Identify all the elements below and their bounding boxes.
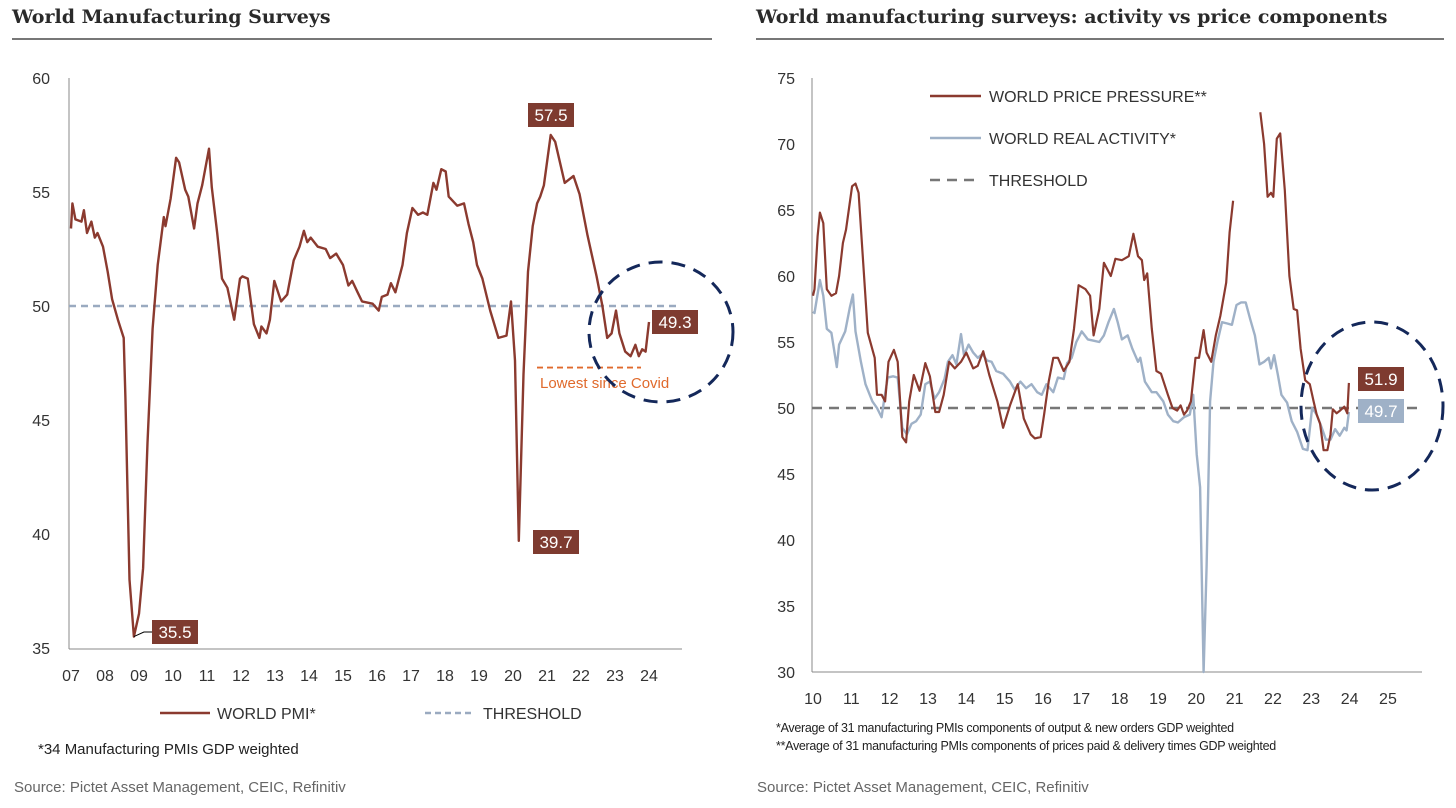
left-x-tick-label: 14 xyxy=(300,668,318,685)
left-legend-pmi: WORLD PMI* xyxy=(217,706,316,723)
right-legend-threshold: THRESHOLD xyxy=(989,173,1088,190)
left-source: Source: Pictet Asset Management, CEIC, R… xyxy=(14,779,346,796)
right-y-tick-label: 30 xyxy=(777,665,795,682)
left-x-tick-label: 13 xyxy=(266,668,284,685)
left-y-tick-label: 35 xyxy=(32,641,50,658)
right-y-tick-label: 45 xyxy=(777,467,795,484)
right-highlight-circle xyxy=(1299,320,1445,492)
right-x-tick-label: 11 xyxy=(843,691,860,708)
left-x-tick-label: 18 xyxy=(436,668,454,685)
left-x-tick-label: 23 xyxy=(606,668,624,685)
left-label-covid-low-box xyxy=(533,530,579,554)
left-label-gfc-low: 35.5 xyxy=(158,623,191,642)
left-x-tick-label: 24 xyxy=(640,668,658,685)
right-x-tick-label: 25 xyxy=(1379,691,1397,708)
left-x-tick-label: 20 xyxy=(504,668,522,685)
left-label-latest-box xyxy=(652,310,698,334)
right-title-rule xyxy=(756,38,1444,40)
left-pmi-line xyxy=(69,133,651,638)
left-lowest-note: Lowest since Covid xyxy=(540,375,669,392)
left-x-tick-label: 16 xyxy=(368,668,386,685)
left-label-latest: 49.3 xyxy=(658,313,691,332)
right-y-tick-label: 70 xyxy=(777,137,795,154)
right-x-tick-label: 21 xyxy=(1226,691,1244,708)
left-highlight-circle xyxy=(587,260,735,404)
right-label-activity-box xyxy=(1358,399,1404,423)
left-chart-title: World Manufacturing Surveys xyxy=(12,6,331,28)
right-x-tick-label: 15 xyxy=(996,691,1014,708)
right-legend-activity: WORLD REAL ACTIVITY* xyxy=(989,131,1176,148)
left-x-tick-label: 19 xyxy=(470,668,488,685)
left-x-tick-label: 12 xyxy=(232,668,250,685)
right-y-tick-label: 35 xyxy=(777,599,795,616)
left-x-tick-label: 22 xyxy=(572,668,590,685)
right-y-tick-label: 40 xyxy=(777,533,795,550)
right-x-tick-label: 18 xyxy=(1111,691,1129,708)
left-label-peak: 57.5 xyxy=(534,106,567,125)
right-activity-line xyxy=(812,278,1351,674)
left-x-tick-label: 09 xyxy=(130,668,148,685)
left-footnote: *34 Manufacturing PMIs GDP weighted xyxy=(38,741,299,758)
left-y-tick-label: 60 xyxy=(32,71,50,88)
left-label-covid-low: 39.7 xyxy=(539,533,572,552)
right-y-tick-label: 60 xyxy=(777,269,795,286)
right-x-tick-label: 17 xyxy=(1072,691,1090,708)
left-title-rule xyxy=(12,38,712,40)
right-x-tick-label: 23 xyxy=(1302,691,1320,708)
right-x-tick-label: 19 xyxy=(1149,691,1167,708)
right-x-tick-label: 22 xyxy=(1264,691,1282,708)
left-x-tick-label: 11 xyxy=(199,668,216,685)
left-x-tick-label: 10 xyxy=(164,668,182,685)
right-label-price: 51.9 xyxy=(1364,370,1397,389)
right-x-tick-label: 10 xyxy=(804,691,822,708)
left-x-tick-label: 21 xyxy=(538,668,556,685)
left-x-tick-label: 15 xyxy=(334,668,352,685)
right-y-tick-label: 75 xyxy=(777,71,795,88)
right-label-price-box xyxy=(1358,367,1404,391)
left-label-gfc-low-box xyxy=(152,620,198,644)
left-y-tick-label: 50 xyxy=(32,299,50,316)
right-x-tick-label: 14 xyxy=(957,691,975,708)
right-x-tick-label: 20 xyxy=(1187,691,1205,708)
right-y-tick-label: 55 xyxy=(777,335,795,352)
left-label-leader xyxy=(133,631,152,638)
right-source: Source: Pictet Asset Management, CEIC, R… xyxy=(757,779,1089,796)
right-x-tick-label: 16 xyxy=(1034,691,1052,708)
right-y-tick-label: 65 xyxy=(777,203,795,220)
right-chart-title: World manufacturing surveys: activity vs… xyxy=(756,6,1388,28)
left-y-tick-label: 45 xyxy=(32,413,50,430)
right-x-tick-label: 12 xyxy=(881,691,899,708)
right-y-tick-label: 50 xyxy=(777,401,795,418)
right-footnote-2: **Average of 31 manufacturing PMIs compo… xyxy=(776,739,1276,753)
left-y-tick-label: 55 xyxy=(32,185,50,202)
right-label-activity: 49.7 xyxy=(1364,402,1397,421)
right-price-line xyxy=(811,112,1350,452)
right-x-tick-label: 24 xyxy=(1341,691,1359,708)
left-label-peak-box xyxy=(528,103,574,127)
left-legend-threshold: THRESHOLD xyxy=(483,706,582,723)
right-footnote-1: *Average of 31 manufacturing PMIs compon… xyxy=(776,721,1234,735)
left-x-tick-label: 17 xyxy=(402,668,420,685)
right-x-tick-label: 13 xyxy=(919,691,937,708)
left-x-tick-label: 08 xyxy=(96,668,114,685)
left-x-tick-label: 07 xyxy=(62,668,80,685)
right-legend-price: WORLD PRICE PRESSURE** xyxy=(989,89,1207,106)
left-y-tick-label: 40 xyxy=(32,527,50,544)
